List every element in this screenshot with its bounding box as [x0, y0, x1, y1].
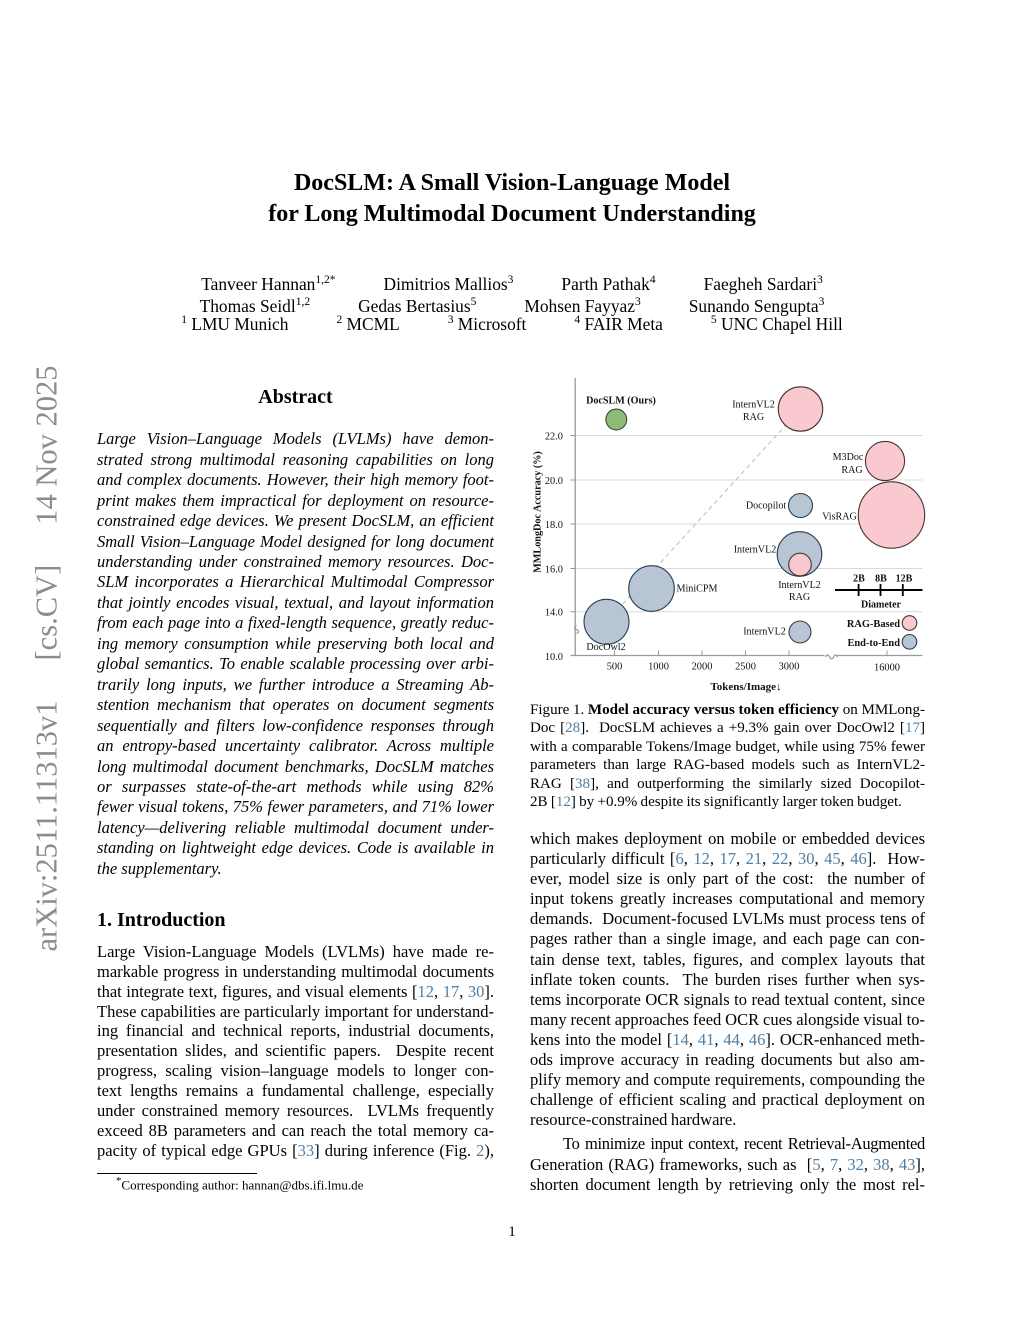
- svg-text:Docopilot: Docopilot: [746, 501, 787, 512]
- svg-text:2000: 2000: [692, 661, 713, 672]
- svg-text:16000: 16000: [874, 662, 900, 673]
- svg-text:Tokens/Image↓: Tokens/Image↓: [710, 681, 781, 693]
- svg-text:2500: 2500: [735, 661, 756, 672]
- svg-text:500: 500: [607, 661, 623, 672]
- svg-text:VisRAG: VisRAG: [822, 512, 857, 523]
- svg-text:RAG: RAG: [841, 465, 862, 476]
- svg-text:12B: 12B: [896, 574, 913, 585]
- svg-text:InternVL2: InternVL2: [778, 580, 821, 591]
- svg-text:RAG-Based: RAG-Based: [847, 619, 900, 630]
- svg-text:14.0: 14.0: [545, 608, 563, 619]
- svg-text:Diameter: Diameter: [861, 600, 902, 611]
- svg-text:16.0: 16.0: [545, 564, 563, 575]
- svg-text:2B: 2B: [853, 574, 865, 585]
- svg-text:3000: 3000: [779, 661, 800, 672]
- svg-text:DocSLM (Ours): DocSLM (Ours): [586, 396, 656, 407]
- svg-text:MiniCPM: MiniCPM: [677, 584, 718, 595]
- svg-text:InternVL2: InternVL2: [732, 400, 775, 411]
- svg-text:InternVL2: InternVL2: [743, 627, 786, 638]
- svg-text:22.0: 22.0: [545, 431, 563, 442]
- svg-text:8B: 8B: [875, 574, 887, 585]
- svg-text:InternVL2: InternVL2: [734, 545, 777, 556]
- svg-text:M3Doc: M3Doc: [833, 452, 864, 463]
- svg-text:RAG: RAG: [743, 412, 764, 423]
- svg-text:1000: 1000: [648, 661, 669, 672]
- svg-text:RAG: RAG: [789, 592, 810, 603]
- svg-text:MMLongDoc Accuracy (%): MMLongDoc Accuracy (%): [533, 451, 544, 573]
- svg-text:20.0: 20.0: [545, 476, 563, 487]
- svg-text:10.0: 10.0: [545, 652, 563, 663]
- svg-text:18.0: 18.0: [545, 520, 563, 531]
- svg-text:DocOwl2: DocOwl2: [586, 642, 625, 653]
- svg-text:End-to-End: End-to-End: [847, 638, 900, 649]
